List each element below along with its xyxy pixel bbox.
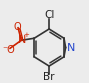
Text: ⁻O: ⁻O [2,45,15,55]
Text: N: N [67,42,75,53]
Text: +: + [23,32,29,38]
Text: N: N [18,35,26,45]
Text: O: O [13,22,21,32]
Text: Br: Br [43,72,55,82]
Text: Cl: Cl [44,10,54,20]
